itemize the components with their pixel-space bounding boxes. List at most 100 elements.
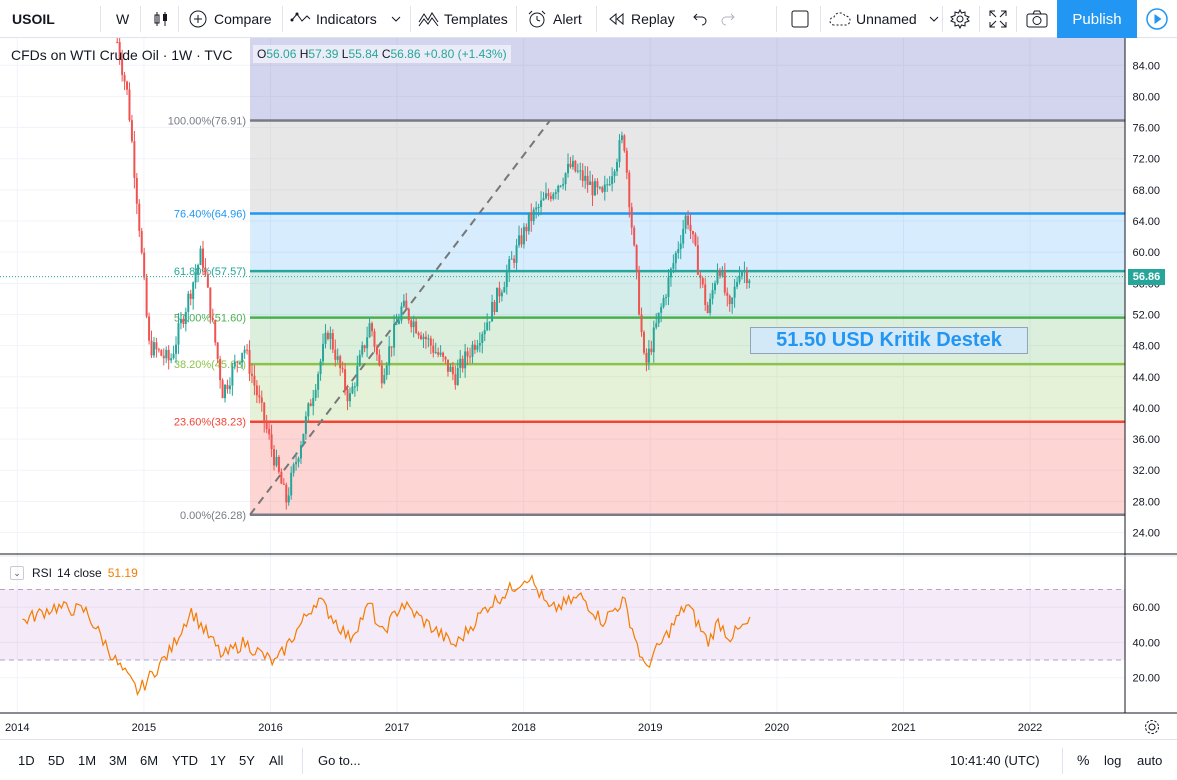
candle-body bbox=[211, 317, 214, 321]
fullscreen-icon bbox=[989, 10, 1007, 28]
axis-settings-icon bbox=[1145, 720, 1159, 734]
range-5d[interactable]: 5D bbox=[48, 740, 65, 780]
collapse-toggle[interactable]: ⌄ bbox=[10, 566, 24, 580]
candle-body bbox=[564, 173, 567, 185]
close-value: 56.86 bbox=[390, 47, 421, 61]
redo-button[interactable] bbox=[720, 0, 736, 38]
candle-body bbox=[740, 272, 743, 276]
candle-body bbox=[540, 200, 543, 208]
low-value: 55.84 bbox=[348, 47, 379, 61]
rsi-value: 51.19 bbox=[107, 566, 138, 580]
range-1y[interactable]: 1Y bbox=[210, 740, 226, 780]
candle-body bbox=[738, 275, 741, 283]
log-toggle[interactable]: log bbox=[1104, 740, 1121, 780]
candle-body bbox=[302, 433, 305, 446]
publish-label: Publish bbox=[1072, 10, 1122, 28]
replay-button[interactable]: Replay bbox=[607, 0, 675, 38]
chart-style-button[interactable] bbox=[152, 0, 170, 38]
rsi-line bbox=[22, 573, 751, 697]
percent-toggle[interactable]: % bbox=[1077, 740, 1089, 780]
templates-label: Templates bbox=[444, 11, 508, 27]
play-button[interactable] bbox=[1137, 0, 1177, 38]
candle-body bbox=[292, 464, 295, 473]
candle-body bbox=[385, 365, 388, 376]
candle-body bbox=[444, 356, 447, 360]
templates-icon bbox=[418, 12, 439, 27]
candle-body bbox=[679, 243, 682, 250]
divider bbox=[979, 6, 980, 32]
candle-body bbox=[143, 252, 146, 278]
candle-body bbox=[405, 300, 408, 309]
candle-body bbox=[495, 287, 498, 312]
bottom-toolbar: 1D 5D 1M 3M 6M YTD 1Y 5Y All Go to... 10… bbox=[0, 739, 1177, 780]
snapshot-button[interactable] bbox=[1026, 0, 1048, 38]
range-1d[interactable]: 1D bbox=[18, 740, 35, 780]
auto-toggle[interactable]: auto bbox=[1137, 740, 1162, 780]
candle-body bbox=[635, 245, 638, 271]
interval-button[interactable]: W bbox=[116, 0, 129, 38]
candle-body bbox=[194, 273, 197, 283]
candle-body bbox=[329, 333, 332, 339]
undo-button[interactable] bbox=[692, 0, 708, 38]
candle-body bbox=[628, 172, 631, 208]
candle-body bbox=[574, 160, 577, 172]
candle-body bbox=[598, 187, 601, 189]
candle-body bbox=[437, 352, 440, 355]
layout-menu[interactable]: Unnamed bbox=[828, 0, 939, 38]
candle-body bbox=[371, 323, 374, 332]
candle-body bbox=[206, 274, 209, 288]
chevron-down-icon bbox=[391, 16, 401, 22]
price-tick-label: 64.00 bbox=[1132, 216, 1160, 228]
price-tick-label: 72.00 bbox=[1132, 154, 1160, 166]
candle-body bbox=[412, 321, 415, 328]
candle-body bbox=[613, 171, 616, 177]
candle-body bbox=[204, 267, 207, 275]
range-all[interactable]: All bbox=[269, 740, 283, 780]
candle-body bbox=[584, 175, 587, 181]
candle-body bbox=[510, 258, 513, 260]
candle-body bbox=[145, 277, 148, 317]
candle-body bbox=[312, 397, 315, 407]
clock[interactable]: 10:41:40 (UTC) bbox=[950, 740, 1040, 780]
goto-button[interactable]: Go to... bbox=[318, 740, 361, 780]
price-tick-label: 52.00 bbox=[1132, 309, 1160, 321]
compare-button[interactable]: Compare bbox=[189, 0, 272, 38]
candle-body bbox=[424, 336, 427, 340]
range-6m[interactable]: 6M bbox=[140, 740, 158, 780]
candle-body bbox=[554, 192, 557, 194]
candle-body bbox=[620, 135, 623, 141]
fib-level-label: 23.60%(38.23) bbox=[174, 417, 246, 429]
candle-body bbox=[189, 293, 192, 299]
fullscreen-button[interactable] bbox=[988, 0, 1008, 38]
range-1m[interactable]: 1M bbox=[78, 740, 96, 780]
symbol-search[interactable]: USOIL bbox=[12, 0, 55, 38]
candle-body bbox=[407, 308, 410, 321]
alert-button[interactable]: Alert bbox=[527, 0, 582, 38]
support-annotation[interactable]: 51.50 USD Kritik Destek bbox=[750, 327, 1028, 354]
publish-button[interactable]: Publish bbox=[1057, 0, 1137, 38]
indicators-button[interactable]: Indicators bbox=[290, 0, 401, 38]
chart-canvas[interactable]: 100.00%(76.91) 76.40%(64.96) 61.80%(57.57)… bbox=[0, 38, 1177, 739]
candle-body bbox=[326, 332, 329, 339]
settings-button[interactable] bbox=[950, 0, 970, 38]
candle-body bbox=[241, 352, 244, 363]
templates-button[interactable]: Templates bbox=[418, 0, 508, 38]
price-tick-label: 76.00 bbox=[1132, 123, 1160, 135]
range-ytd[interactable]: YTD bbox=[172, 740, 198, 780]
candle-body bbox=[633, 227, 636, 246]
plus-circle-icon bbox=[189, 10, 207, 28]
candle-body bbox=[172, 353, 175, 359]
candle-body bbox=[449, 366, 452, 372]
rsi-legend: ⌄ RSI 14 close 51.19 bbox=[10, 566, 138, 580]
divider bbox=[1016, 6, 1017, 32]
candle-body bbox=[576, 170, 579, 172]
range-3m[interactable]: 3M bbox=[109, 740, 127, 780]
range-5y[interactable]: 5Y bbox=[239, 740, 255, 780]
candle-body bbox=[214, 320, 217, 343]
last-price-tag: 56.86 bbox=[1128, 269, 1165, 285]
fib-level-label: 38.20%(45.63) bbox=[174, 359, 246, 371]
time-tick-label: 2014 bbox=[5, 722, 29, 734]
divider bbox=[516, 6, 517, 32]
candle-body bbox=[699, 274, 702, 279]
select-button[interactable] bbox=[790, 0, 810, 38]
